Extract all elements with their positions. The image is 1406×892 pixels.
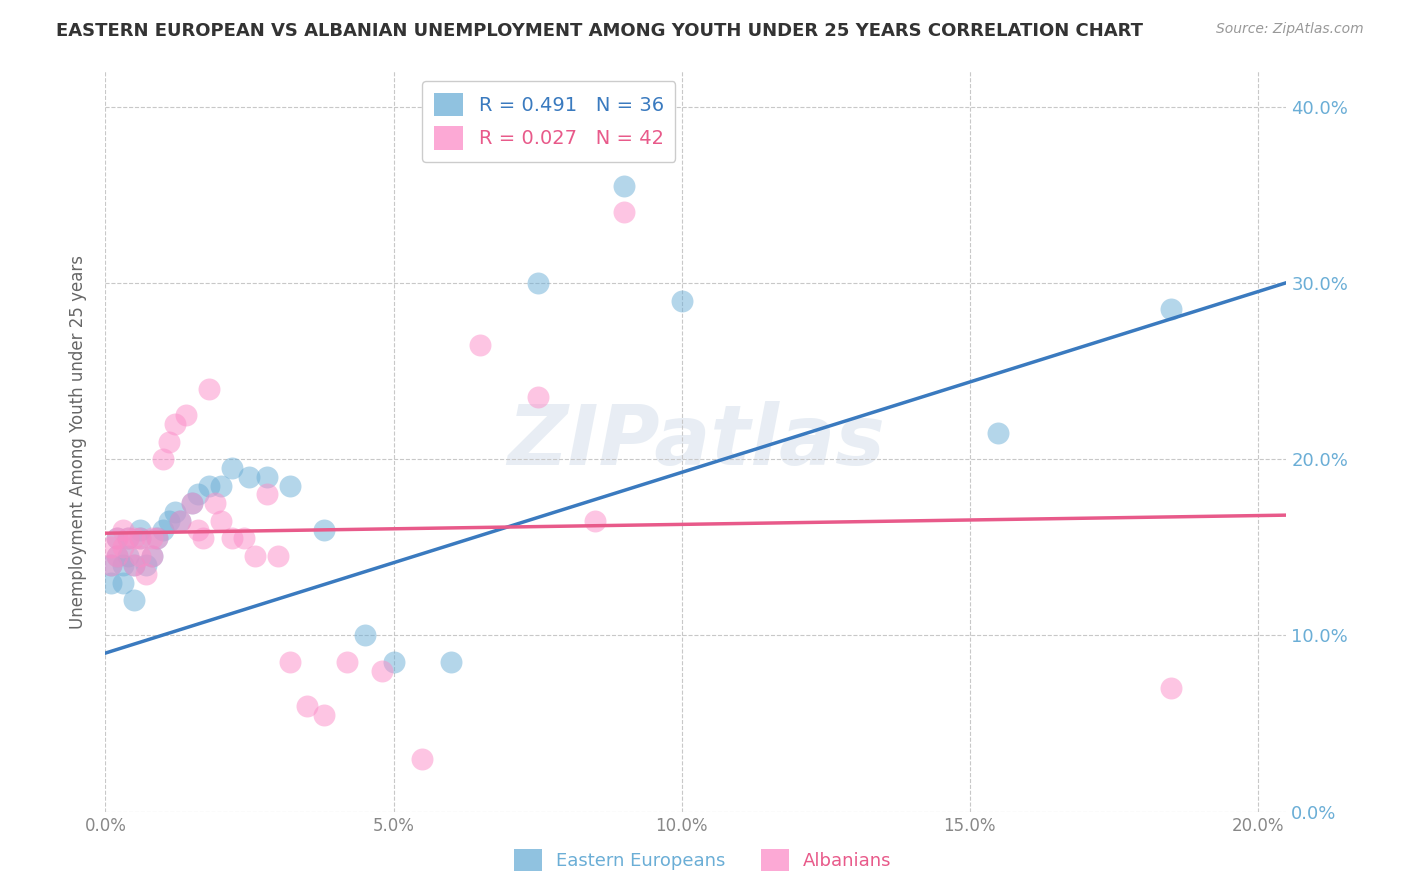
Point: [278, 478, 301, 492]
Point: [187, 523, 209, 537]
Point: [100, 575, 122, 590]
Point: [468, 337, 491, 351]
Point: [526, 276, 548, 290]
Point: [314, 523, 336, 537]
Text: ZIPatlas: ZIPatlas: [508, 401, 884, 482]
Point: [111, 575, 134, 590]
Point: [295, 698, 318, 713]
Point: [111, 523, 134, 537]
Point: [146, 532, 169, 546]
Point: [583, 514, 606, 528]
Point: [152, 523, 174, 537]
Point: [382, 655, 405, 669]
Point: [100, 541, 122, 555]
Point: [232, 532, 254, 546]
Point: [117, 532, 139, 546]
Point: [245, 549, 267, 563]
Point: [135, 558, 157, 572]
Point: [111, 558, 134, 572]
Point: [1160, 302, 1182, 317]
Point: [411, 752, 433, 766]
Point: [105, 532, 128, 546]
Point: [152, 452, 174, 467]
Point: [105, 549, 128, 563]
Point: [105, 532, 128, 546]
Point: [105, 549, 128, 563]
Point: [526, 391, 548, 405]
Point: [613, 178, 636, 193]
Point: [209, 478, 232, 492]
Point: [157, 514, 180, 528]
Point: [336, 655, 359, 669]
Point: [314, 707, 336, 722]
Point: [100, 558, 122, 572]
Point: [169, 514, 191, 528]
Point: [198, 382, 221, 396]
Point: [353, 628, 375, 642]
Point: [122, 593, 145, 607]
Y-axis label: Unemployment Among Youth under 25 years: Unemployment Among Youth under 25 years: [69, 254, 87, 629]
Point: [180, 496, 202, 510]
Point: [146, 532, 169, 546]
Point: [278, 655, 301, 669]
Legend: Eastern Europeans, Albanians: Eastern Europeans, Albanians: [508, 842, 898, 879]
Point: [129, 549, 152, 563]
Point: [100, 558, 122, 572]
Point: [238, 470, 260, 484]
Point: [187, 487, 209, 501]
Point: [198, 478, 221, 492]
Point: [169, 514, 191, 528]
Text: EASTERN EUROPEAN VS ALBANIAN UNEMPLOYMENT AMONG YOUTH UNDER 25 YEARS CORRELATION: EASTERN EUROPEAN VS ALBANIAN UNEMPLOYMEN…: [56, 22, 1143, 40]
Point: [129, 532, 152, 546]
Point: [267, 549, 290, 563]
Point: [163, 505, 186, 519]
Point: [135, 566, 157, 581]
Point: [440, 655, 463, 669]
Point: [613, 205, 636, 219]
Point: [193, 532, 215, 546]
Point: [141, 549, 163, 563]
Point: [157, 434, 180, 449]
Point: [256, 470, 278, 484]
Point: [209, 514, 232, 528]
Point: [371, 664, 394, 678]
Point: [129, 523, 152, 537]
Point: [117, 532, 139, 546]
Point: [122, 532, 145, 546]
Point: [122, 558, 145, 572]
Point: [117, 549, 139, 563]
Point: [987, 425, 1010, 440]
Point: [141, 549, 163, 563]
Point: [163, 417, 186, 431]
Point: [129, 532, 152, 546]
Point: [141, 532, 163, 546]
Point: [1160, 681, 1182, 696]
Point: [221, 532, 243, 546]
Point: [204, 496, 226, 510]
Text: Source: ZipAtlas.com: Source: ZipAtlas.com: [1216, 22, 1364, 37]
Point: [122, 558, 145, 572]
Point: [256, 487, 278, 501]
Point: [180, 496, 202, 510]
Point: [671, 293, 693, 308]
Point: [111, 541, 134, 555]
Point: [221, 461, 243, 475]
Point: [174, 408, 197, 422]
Legend: R = 0.491   N = 36, R = 0.027   N = 42: R = 0.491 N = 36, R = 0.027 N = 42: [422, 81, 675, 161]
